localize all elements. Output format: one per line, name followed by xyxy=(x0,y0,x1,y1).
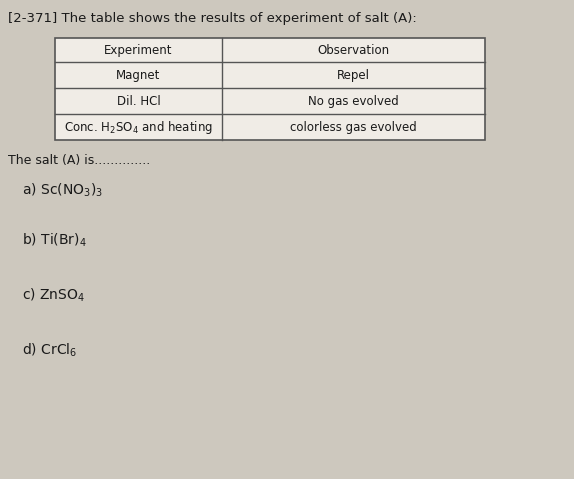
Text: Dil. HCl: Dil. HCl xyxy=(117,94,160,107)
Text: c) ZnSO$_4$: c) ZnSO$_4$ xyxy=(22,287,85,304)
Text: No gas evolved: No gas evolved xyxy=(308,94,399,107)
Text: b) Ti(Br)$_4$: b) Ti(Br)$_4$ xyxy=(22,232,87,250)
Text: colorless gas evolved: colorless gas evolved xyxy=(290,121,417,134)
Text: Conc. H$_2$SO$_4$ and heating: Conc. H$_2$SO$_4$ and heating xyxy=(64,118,213,136)
Text: [2-371] The table shows the results of experiment of salt (A):: [2-371] The table shows the results of e… xyxy=(8,12,417,25)
Text: Observation: Observation xyxy=(317,44,390,57)
Text: The salt (A) is..............: The salt (A) is.............. xyxy=(8,154,150,167)
Text: Repel: Repel xyxy=(337,68,370,81)
Text: a) Sc(NO$_3$)$_3$: a) Sc(NO$_3$)$_3$ xyxy=(22,182,103,199)
Text: Magnet: Magnet xyxy=(117,68,161,81)
Bar xyxy=(55,38,485,140)
Text: Experiment: Experiment xyxy=(104,44,173,57)
Text: d) CrCl$_6$: d) CrCl$_6$ xyxy=(22,342,77,359)
